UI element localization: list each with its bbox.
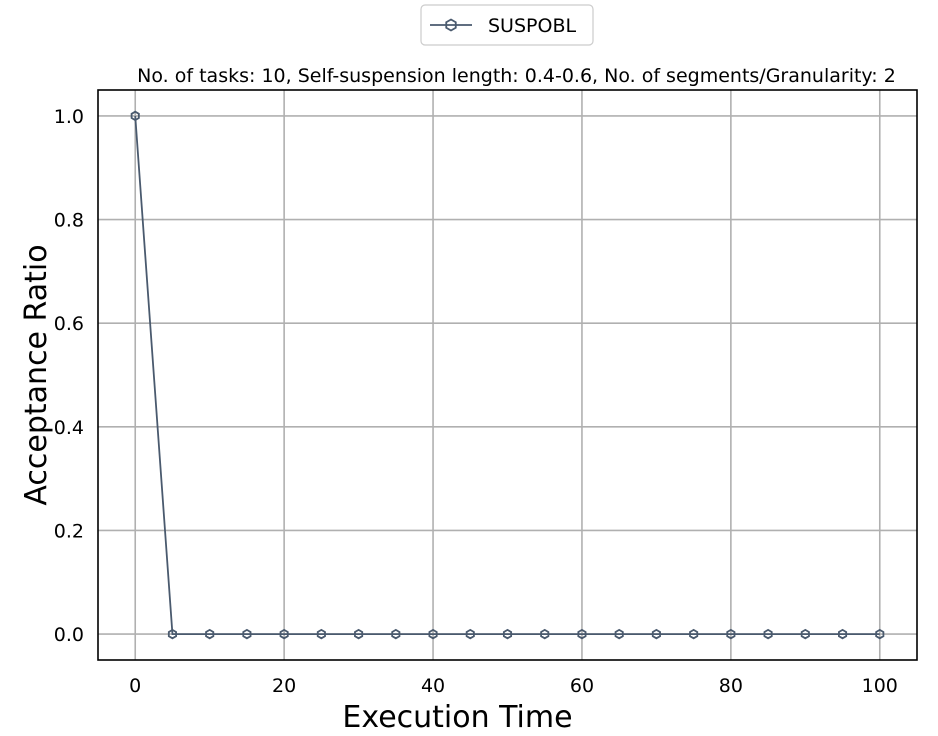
data-point — [279, 628, 289, 640]
y-tick-label: 0.0 — [54, 624, 84, 646]
y-axis-label: Acceptance Ratio — [19, 244, 54, 505]
y-tick-label: 1.0 — [54, 106, 84, 128]
legend-box — [420, 4, 594, 46]
data-point — [130, 110, 140, 122]
data-point — [875, 628, 885, 640]
data-point — [540, 628, 550, 640]
x-tick-label: 20 — [272, 675, 296, 697]
y-axis: 0.0 0.2 0.4 0.6 0.8 1.0 — [54, 106, 84, 646]
y-tick-label: 0.2 — [54, 520, 84, 542]
data-point — [242, 628, 252, 640]
grid — [98, 90, 917, 660]
legend-marker-icon — [445, 18, 457, 32]
data-point — [763, 628, 773, 640]
y-tick-label: 0.6 — [54, 313, 84, 335]
plot-frame — [97, 89, 918, 661]
data-point — [614, 628, 624, 640]
legend: SUSPOBL — [420, 4, 594, 46]
data-point — [205, 628, 215, 640]
y-tick-label: 0.8 — [54, 210, 84, 232]
x-tick-label: 60 — [570, 675, 594, 697]
x-axis: 0 20 40 60 80 100 — [129, 675, 898, 697]
data-point — [316, 628, 326, 640]
data-point — [577, 628, 587, 640]
chart-title: No. of tasks: 10, Self-suspension length… — [137, 65, 896, 87]
x-tick-label: 80 — [719, 675, 743, 697]
series-layer — [130, 110, 885, 640]
x-tick-label: 100 — [862, 675, 898, 697]
data-point — [167, 628, 177, 640]
series-line — [134, 115, 880, 635]
x-tick-label: 40 — [421, 675, 445, 697]
data-point — [354, 628, 364, 640]
data-point — [838, 628, 848, 640]
data-point — [428, 628, 438, 640]
legend-label: SUSPOBL — [488, 15, 576, 37]
y-tick-label: 0.4 — [54, 417, 84, 439]
data-point — [391, 628, 401, 640]
data-point — [726, 628, 736, 640]
data-point — [800, 628, 810, 640]
data-point — [651, 628, 661, 640]
data-point — [502, 628, 513, 640]
x-tick-label: 0 — [129, 675, 141, 697]
data-point — [465, 628, 475, 640]
x-axis-label: Execution Time — [342, 700, 572, 735]
data-point — [689, 628, 699, 640]
